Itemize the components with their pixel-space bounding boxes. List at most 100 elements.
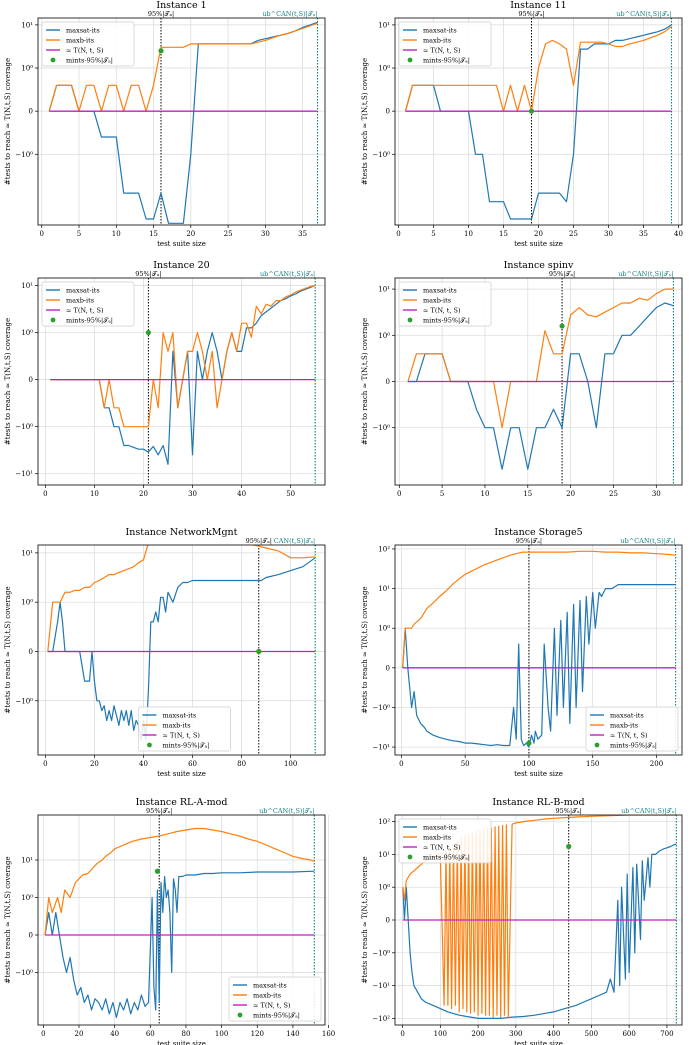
- vline-ub-label: ub^CAN(t,S)|𝒯ₐ|: [621, 807, 676, 815]
- y-tick-label: −10⁰: [372, 949, 390, 957]
- x-tick-label: 100: [215, 1030, 228, 1038]
- mints-point: [154, 868, 161, 874]
- legend-box: [398, 21, 492, 67]
- vline-95-label: 95%|𝒯ₐ|: [516, 537, 542, 545]
- legend-entry: maxsat-its: [423, 823, 457, 831]
- legend-swatch: [407, 57, 413, 63]
- series-line-maxbits: [47, 545, 316, 652]
- y-axis-label: #tests to reach ≃ T(N,t,S) coverage: [361, 318, 369, 445]
- chart-panel-4: 0 5 10 15 20 25 30 10¹ 10⁰ 0 −10⁰ Instance spinv #te…: [361, 260, 683, 498]
- y-tick-label: 10¹: [21, 549, 33, 557]
- chart-title: Instance spinv: [504, 260, 574, 271]
- x-tick-label: 20: [566, 490, 575, 498]
- x-tick-label: 20: [75, 1030, 84, 1038]
- x-tick-label: 10: [480, 490, 489, 498]
- y-tick-label: 0: [29, 108, 33, 116]
- legend-entry: ≃ T(N, t, S): [253, 1001, 291, 1009]
- y-tick-label: −10⁰: [15, 697, 33, 705]
- vline-ub-label: ub^CAN(t,S)|𝒯ₐ|: [259, 807, 314, 815]
- y-tick-label: −10⁰: [15, 151, 33, 159]
- legend-entry: mints-95%|𝒯ₐ|: [66, 316, 113, 324]
- x-tick-label: 0: [43, 760, 47, 768]
- legend-swatch: [147, 742, 152, 748]
- y-tick-label: 10¹: [378, 851, 390, 859]
- y-tick-label: 10⁰: [21, 329, 33, 337]
- y-tick-label: 10¹: [21, 282, 33, 290]
- legend-entry: maxsat-its: [66, 286, 100, 294]
- legend-entry: ≃ T(N, t, S): [423, 306, 461, 314]
- legend-swatch: [50, 57, 56, 63]
- chart-title: Instance NetworkMgnt: [126, 527, 238, 538]
- y-tick-label: 10⁰: [21, 599, 33, 607]
- x-tick-label: 15: [149, 230, 158, 238]
- x-tick-label: 40: [674, 230, 683, 238]
- legend: maxsat-its maxb-its ≃ T(N, t, S) mints-95%|…: [398, 21, 492, 67]
- y-axis-label: #tests to reach ≃ T(N,t,S) coverage: [4, 58, 12, 185]
- y-tick-label: 10⁰: [21, 65, 33, 73]
- x-tick-label: 0: [41, 1030, 45, 1038]
- series-line-maxbits: [48, 22, 318, 112]
- x-tick-label: 160: [322, 1030, 335, 1038]
- series-line-maxbits: [44, 827, 315, 936]
- legend-entry: maxsat-its: [423, 286, 457, 294]
- legend-entry: maxsat-its: [423, 26, 457, 34]
- y-tick-label: −10⁰: [372, 704, 390, 712]
- x-axis-label: test suite size: [514, 770, 563, 778]
- chart-panel-6: 0 50 100 150 200 10² 10¹ 10⁰ 0 −10⁰ −10¹ Instance S…: [361, 527, 683, 778]
- vline-95-label: 95%|𝒯ₐ|: [246, 537, 272, 545]
- y-tick-label: 10¹: [378, 585, 390, 593]
- x-tick-label: 20: [534, 230, 543, 238]
- y-tick-label: −10⁰: [372, 151, 390, 159]
- y-tick-label: 10¹: [378, 21, 390, 29]
- mints-point: [566, 843, 572, 850]
- y-tick-label: 10¹: [21, 857, 33, 865]
- chart-title: Instance RL-B-mod: [492, 797, 584, 808]
- x-tick-label: 40: [237, 490, 246, 498]
- x-tick-label: 20: [90, 760, 99, 768]
- legend-swatch: [237, 1012, 243, 1018]
- legend-entry: maxsat-its: [253, 981, 287, 989]
- legend-box: [41, 281, 135, 327]
- y-tick-label: 10¹: [378, 286, 390, 294]
- x-tick-label: 30: [652, 490, 661, 498]
- y-tick-label: −10¹: [15, 470, 33, 478]
- chart-panel-2: 0 5 10 15 20 25 30 35 40 10¹ 10⁰ 0 −10⁰ Instance 11 te…: [361, 0, 683, 248]
- y-tick-label: 0: [386, 917, 390, 925]
- y-axis-label: #tests to reach ≃ T(N,t,S) coverage: [4, 856, 12, 983]
- x-tick-label: 0: [397, 490, 401, 498]
- x-tick-label: 5: [440, 490, 444, 498]
- legend-swatch: [407, 317, 413, 323]
- legend-entry: ≃ T(N, t, S): [610, 731, 648, 739]
- x-tick-label: 10: [112, 230, 121, 238]
- x-tick-label: 50: [286, 490, 295, 498]
- legend-box: [398, 818, 492, 864]
- legend-entry: mints-95%|𝒯ₐ|: [423, 853, 470, 861]
- legend-entry: maxb-its: [423, 36, 451, 44]
- x-tick-label: 25: [569, 230, 578, 238]
- legend-entry: ≃ T(N, t, S): [162, 731, 200, 739]
- y-tick-label: 0: [386, 108, 390, 116]
- x-axis-label: test suite size: [514, 240, 563, 248]
- vline-ub-label: ub^CAN(t,S)|𝒯ₐ|: [618, 270, 673, 278]
- legend-entry: mints-95%|𝒯ₐ|: [162, 741, 209, 749]
- vline-ub-label: ub^CAN(t,S)|𝒯ₐ|: [616, 10, 671, 18]
- x-tick-label: 15: [499, 230, 508, 238]
- y-tick-label: 10⁰: [378, 65, 390, 73]
- chart-title: Instance 11: [510, 0, 566, 11]
- legend-swatch: [50, 317, 56, 323]
- y-tick-label: 10¹: [21, 21, 33, 29]
- legend-entry: maxb-its: [423, 833, 451, 841]
- y-tick-label: −10⁰: [372, 424, 390, 432]
- legend-entry: ≃ T(N, t, S): [423, 843, 461, 851]
- vline-95-label: 95%|𝒯ₐ|: [148, 10, 174, 18]
- x-tick-label: 40: [110, 1030, 119, 1038]
- x-tick-label: 100: [434, 1030, 447, 1038]
- y-tick-label: 10⁰: [378, 625, 390, 633]
- x-tick-label: 25: [609, 490, 618, 498]
- legend-entry: ≃ T(N, t, S): [66, 46, 104, 54]
- x-tick-label: 0: [39, 230, 43, 238]
- y-axis-label: #tests to reach ≃ T(N,t,S) coverage: [4, 318, 12, 445]
- y-tick-label: 0: [386, 378, 390, 386]
- legend-entry: maxb-its: [610, 721, 638, 729]
- x-tick-label: 5: [431, 230, 435, 238]
